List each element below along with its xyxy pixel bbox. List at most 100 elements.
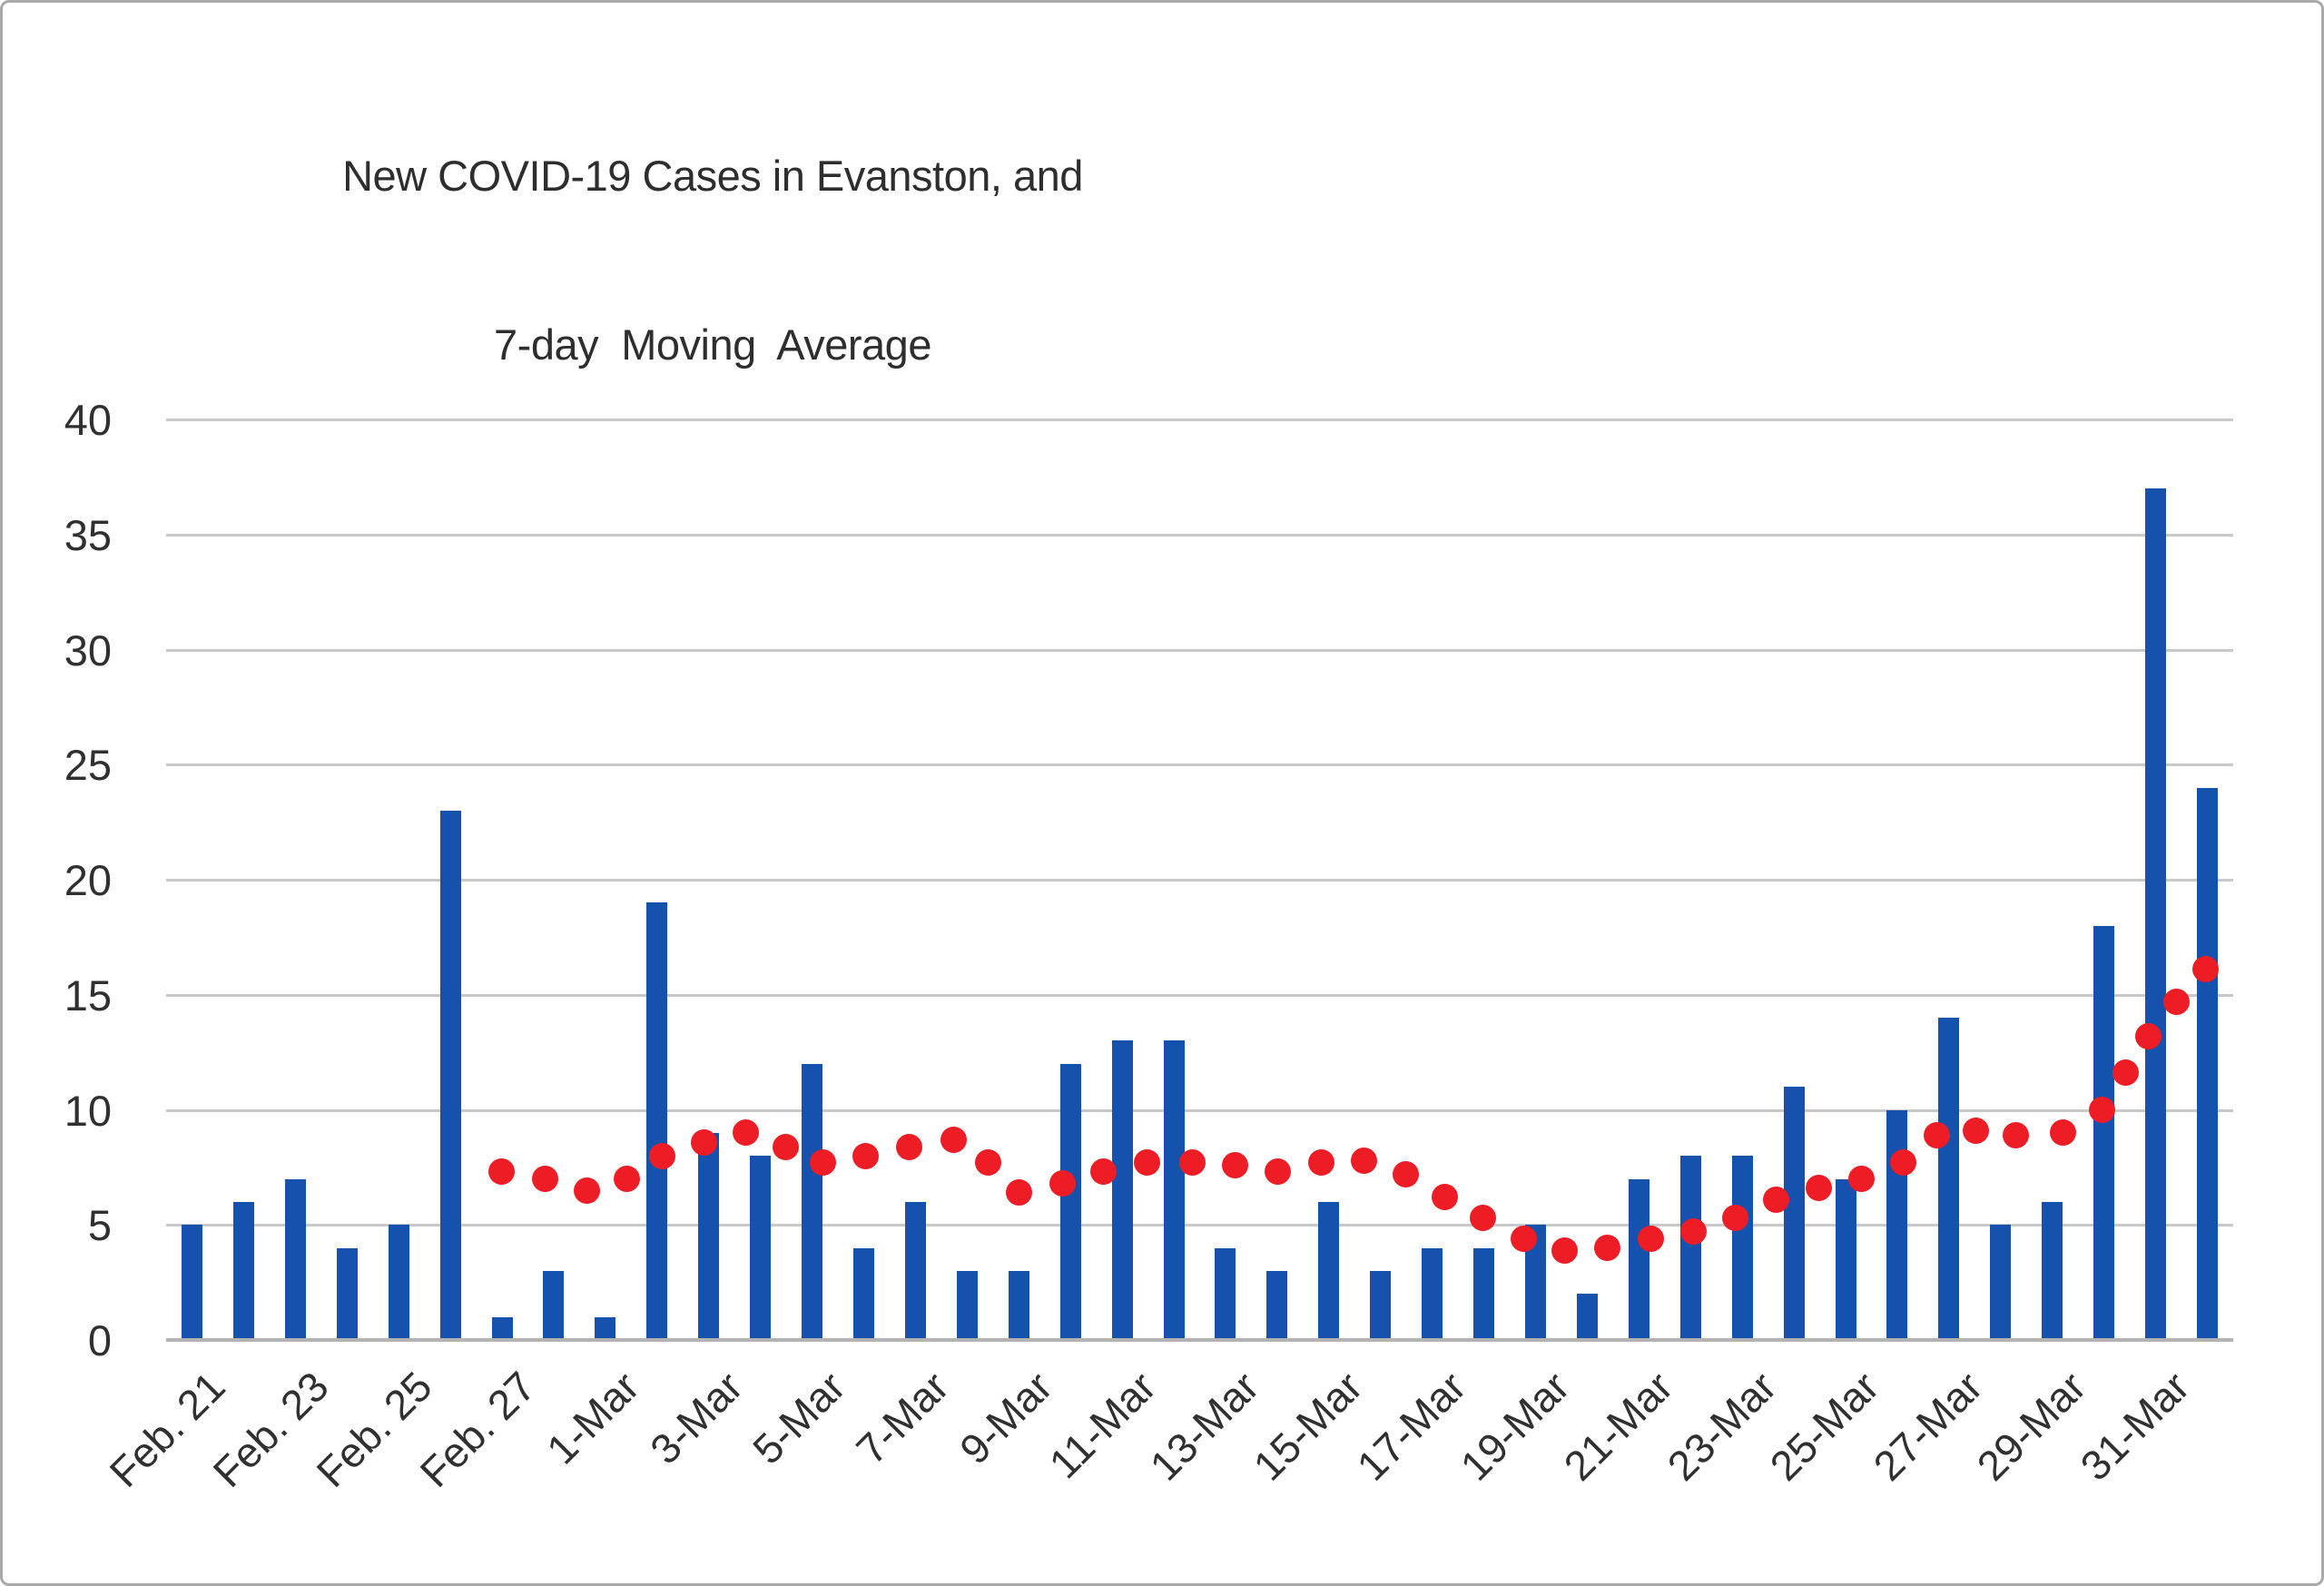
x-tick-label: 27-Mar bbox=[1864, 1362, 1992, 1490]
bar bbox=[1111, 1040, 1133, 1340]
bar bbox=[1422, 1247, 1443, 1340]
gridline bbox=[166, 1224, 2233, 1227]
gridline bbox=[166, 763, 2233, 767]
bar bbox=[1215, 1247, 1236, 1340]
moving-average-dot bbox=[896, 1133, 923, 1160]
moving-average-dot bbox=[1594, 1235, 1621, 1262]
chart-title-line1: New COVID-19 Cases in Evanston, and bbox=[342, 152, 1083, 200]
bar bbox=[802, 1063, 823, 1340]
moving-average-dot bbox=[1551, 1236, 1578, 1264]
x-tick-label: Feb. 23 bbox=[203, 1362, 338, 1496]
y-tick-label: 10 bbox=[64, 1086, 112, 1135]
moving-average-dot bbox=[1890, 1149, 1917, 1177]
bar bbox=[284, 1178, 306, 1340]
bar bbox=[336, 1247, 358, 1340]
moving-average-dot bbox=[1469, 1205, 1496, 1232]
y-tick-label: 35 bbox=[64, 510, 112, 559]
y-tick-label: 25 bbox=[64, 741, 112, 790]
moving-average-dot bbox=[1090, 1158, 1118, 1186]
x-tick-label: 19-Mar bbox=[1451, 1362, 1579, 1490]
gridline bbox=[166, 648, 2233, 652]
moving-average-dot bbox=[1393, 1160, 1420, 1187]
y-tick-label: 30 bbox=[64, 626, 112, 675]
bar bbox=[956, 1270, 978, 1340]
moving-average-dot bbox=[1005, 1179, 1032, 1207]
bar bbox=[1008, 1270, 1029, 1340]
bar bbox=[595, 1316, 616, 1340]
bar bbox=[646, 902, 668, 1340]
y-tick-label: 15 bbox=[64, 970, 112, 1020]
y-tick-label: 40 bbox=[64, 396, 112, 444]
bar bbox=[232, 1201, 254, 1340]
x-tick-label: Feb. 25 bbox=[307, 1362, 441, 1496]
moving-average-dot bbox=[1264, 1158, 1291, 1186]
bar bbox=[543, 1270, 565, 1340]
bar bbox=[1576, 1294, 1598, 1340]
moving-average-dot bbox=[1179, 1149, 1206, 1177]
gridline bbox=[166, 1108, 2233, 1112]
x-tick-label: 7-Mar bbox=[847, 1362, 959, 1473]
moving-average-dot bbox=[648, 1142, 675, 1169]
moving-average-dot bbox=[2112, 1059, 2140, 1087]
x-tick-label: 17-Mar bbox=[1347, 1362, 1475, 1490]
bar bbox=[1938, 1018, 1960, 1340]
bar bbox=[2042, 1201, 2063, 1340]
moving-average-dot bbox=[2088, 1097, 2115, 1123]
moving-average-dot bbox=[574, 1177, 601, 1204]
bar bbox=[1059, 1063, 1081, 1340]
chart-title-line2: 7-day Moving Average bbox=[494, 320, 931, 369]
moving-average-dot bbox=[1805, 1175, 1832, 1202]
moving-average-dot bbox=[1963, 1117, 1989, 1144]
x-tick-label: 31-Mar bbox=[2071, 1362, 2199, 1490]
moving-average-dot bbox=[531, 1166, 558, 1193]
moving-average-dot bbox=[1924, 1121, 1951, 1148]
moving-average-dot bbox=[732, 1119, 759, 1147]
moving-average-dot bbox=[1637, 1225, 1664, 1252]
bar bbox=[1370, 1270, 1392, 1340]
moving-average-dot bbox=[2050, 1119, 2077, 1147]
moving-average-dot bbox=[773, 1133, 800, 1160]
bar bbox=[1473, 1247, 1495, 1340]
x-tick-label: 25-Mar bbox=[1760, 1362, 1888, 1490]
moving-average-dot bbox=[1722, 1205, 1749, 1232]
gridline bbox=[166, 879, 2233, 882]
bar bbox=[1990, 1225, 2012, 1340]
x-tick-label: 1-Mar bbox=[537, 1362, 648, 1473]
x-tick-label: 11-Mar bbox=[1039, 1362, 1165, 1488]
bar bbox=[439, 810, 461, 1340]
x-tick-label: 15-Mar bbox=[1244, 1362, 1372, 1490]
bar bbox=[1679, 1156, 1701, 1340]
moving-average-dot bbox=[1510, 1225, 1537, 1252]
chart-title: New COVID-19 Cases in Evanston, and 7-da… bbox=[342, 35, 1083, 486]
bar bbox=[491, 1316, 513, 1340]
x-tick-label: 23-Mar bbox=[1658, 1362, 1785, 1490]
moving-average-dot bbox=[2003, 1121, 2030, 1148]
bar bbox=[1835, 1178, 1856, 1340]
moving-average-dot bbox=[940, 1126, 968, 1153]
bars-layer bbox=[166, 419, 2233, 1340]
x-tick-label: Feb. 27 bbox=[410, 1362, 545, 1496]
moving-average-dot bbox=[1431, 1184, 1458, 1211]
bar bbox=[852, 1247, 874, 1340]
x-axis-line bbox=[166, 1338, 2233, 1342]
moving-average-dot bbox=[1351, 1147, 1378, 1174]
bar bbox=[1525, 1225, 1546, 1340]
y-tick-label: 5 bbox=[87, 1201, 112, 1250]
bar bbox=[1318, 1201, 1340, 1340]
moving-average-dot bbox=[487, 1158, 515, 1186]
moving-average-dot bbox=[1763, 1186, 1790, 1213]
bar bbox=[904, 1201, 926, 1340]
moving-average-dot bbox=[2162, 988, 2190, 1015]
bar bbox=[1163, 1040, 1185, 1340]
bar bbox=[750, 1156, 772, 1340]
plot-area bbox=[166, 419, 2233, 1342]
bar bbox=[388, 1225, 409, 1340]
moving-average-dot bbox=[1307, 1149, 1334, 1177]
bar bbox=[2093, 925, 2115, 1340]
moving-average-dot bbox=[1222, 1151, 1249, 1178]
moving-average-dot bbox=[1049, 1170, 1077, 1197]
moving-average-dot bbox=[2192, 956, 2220, 983]
gridline bbox=[166, 993, 2233, 997]
moving-average-dot bbox=[1848, 1166, 1876, 1193]
